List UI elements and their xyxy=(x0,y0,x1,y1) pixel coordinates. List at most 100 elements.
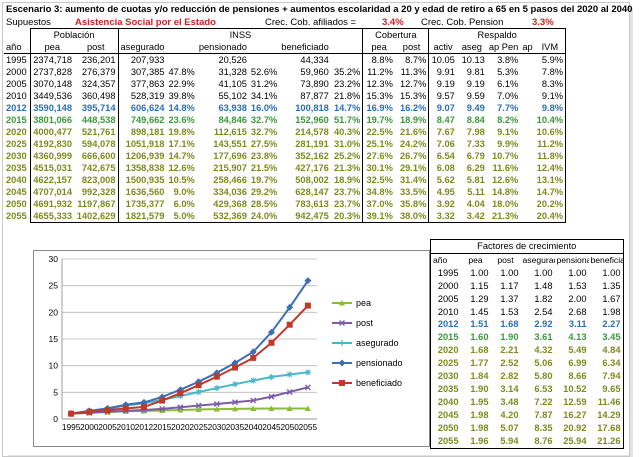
table-cell: 427,176 xyxy=(295,163,329,173)
data-point-beneficiado xyxy=(304,302,311,309)
table-cell: 7.06 xyxy=(436,139,455,149)
factores-row: 1995 1.00 1.00 1.00 1.00 1.00 xyxy=(430,266,624,280)
data-point-asegurado xyxy=(250,377,257,384)
table-cell: 606,624 xyxy=(130,103,165,113)
table-cell: 5.3% xyxy=(497,67,519,77)
table-cell: 10.5% xyxy=(168,175,195,185)
data-point-pea xyxy=(213,406,220,412)
factores-cell: 2000 xyxy=(430,279,461,293)
table-cell: 39.8% xyxy=(168,91,195,101)
table-cell: 32.5% xyxy=(366,175,393,185)
table-cell: 207,933 xyxy=(130,55,165,65)
table-cell xyxy=(520,114,534,126)
table-cell: 448,538 xyxy=(74,114,119,126)
data-point-pensionado xyxy=(249,348,257,356)
table-cell: 11.2% xyxy=(367,67,393,77)
factores-column-header: pensionado xyxy=(556,254,589,265)
x-tick-label: 2020 xyxy=(171,422,190,432)
factores-cell: 2.68 xyxy=(568,306,587,317)
table-cell: 4691,932 xyxy=(29,198,74,210)
table-cell: 40.3% xyxy=(330,126,364,138)
table-cell: 4515,031 xyxy=(29,162,74,174)
table-cell: 16.2% xyxy=(394,102,430,114)
factores-cell: 7.87 xyxy=(534,409,553,420)
table-cell: 12.7% xyxy=(394,78,430,90)
table-cell: 360,498 xyxy=(74,90,119,102)
table-cell: 2010 xyxy=(6,91,27,101)
table-cell: 177,696 xyxy=(213,151,247,161)
factores-cell: 4.84 xyxy=(588,344,624,358)
table-cell: 73,890 xyxy=(300,79,329,89)
table-cell: 6.54 xyxy=(436,151,455,161)
factores-row: 2000 1.15 1.17 1.48 1.53 1.35 xyxy=(430,279,624,293)
factores-cell: 6.53 xyxy=(534,383,553,394)
table-cell: 32.7% xyxy=(250,115,278,125)
factores-cell: 12.59 xyxy=(563,396,587,407)
table-cell: 47.8% xyxy=(168,67,195,77)
table-cell: 23.7% xyxy=(330,198,364,210)
table-cell: 281,191 xyxy=(295,139,329,149)
table-cell: 823,008 xyxy=(74,174,119,186)
factores-row: 2020 1.68 2.21 4.32 5.49 4.84 xyxy=(430,344,624,358)
data-point-pea xyxy=(195,406,202,413)
y-tick-label: 5 xyxy=(53,387,58,397)
factores-cell: 2030 xyxy=(430,370,461,383)
table-cell: 59,960 xyxy=(300,67,329,77)
factores-row: 2050 1.98 5.07 8.35 20.92 17.68 xyxy=(430,421,624,435)
table-cell: 1735,377 xyxy=(125,199,165,209)
table-cell: 20.4% xyxy=(534,210,567,223)
table-cell: 749,662 xyxy=(130,115,165,125)
table-cell: 8.2% xyxy=(497,115,519,125)
data-point-post xyxy=(268,393,275,400)
data-point-post xyxy=(159,405,166,412)
factores-cell: 6.99 xyxy=(568,358,587,369)
factores-cell: 1995 xyxy=(430,266,461,280)
legend-marker-post xyxy=(339,320,345,326)
table-cell xyxy=(520,186,534,198)
table-cell: 4360,999 xyxy=(29,150,74,162)
factores-cell: 2.52 xyxy=(500,358,519,369)
table-cell: 3449,536 xyxy=(29,90,74,102)
table-cell: 307,385 xyxy=(130,67,165,77)
table-cell: 4000,477 xyxy=(29,126,74,138)
factores-cell: 2.21 xyxy=(500,345,519,356)
factores-cell: 3.45 xyxy=(588,331,624,345)
table-cell xyxy=(520,174,534,186)
x-tick-label: 2000 xyxy=(80,422,99,432)
table-cell: 23.8% xyxy=(250,151,278,161)
group-inss: INSS xyxy=(118,28,364,41)
table-cell: 12.6% xyxy=(168,163,195,173)
table-cell xyxy=(520,66,534,78)
factores-cell: 1.45 xyxy=(470,306,489,317)
factores-cell: 10.52 xyxy=(563,383,587,394)
table-cell: 1402,629 xyxy=(74,210,119,223)
table-cell: 31.0% xyxy=(330,138,364,150)
table-cell: 14.7% xyxy=(168,151,195,161)
table-cell: 2005 xyxy=(6,79,27,89)
factores-cell: 1.53 xyxy=(500,306,519,317)
table-cell: 6.79 xyxy=(466,151,485,161)
table-cell: 5.62 xyxy=(436,175,455,185)
factores-cell: 2045 xyxy=(430,408,461,422)
table-cell: 39.1% xyxy=(362,210,395,223)
data-point-pea xyxy=(250,405,257,412)
column-header: post xyxy=(394,41,430,54)
table-cell: 1636,560 xyxy=(125,187,165,197)
table-cell: 215,907 xyxy=(213,163,247,173)
table-cell: 8.8% xyxy=(371,55,393,65)
table-cell: 25.2% xyxy=(330,150,364,162)
table-cell: 12.3% xyxy=(366,79,393,89)
data-point-pensionado xyxy=(267,328,275,336)
table-cell: 21.3% xyxy=(486,210,521,223)
factores-row: 2055 1.96 5.94 8.76 25.94 21.26 xyxy=(430,434,624,449)
legend-label-asegurado: asegurado xyxy=(356,338,399,348)
table-cell: 4.04 xyxy=(466,199,485,209)
factores-cell: 1.00 xyxy=(588,266,624,280)
factores-cell: 2040 xyxy=(430,395,461,409)
crec-afiliados-value: 3.4% xyxy=(382,17,404,28)
table-cell: 20,526 xyxy=(218,55,247,65)
data-point-pea xyxy=(177,407,184,413)
factores-cell: 5.07 xyxy=(500,422,519,433)
x-tick-label: 2010 xyxy=(117,422,136,432)
